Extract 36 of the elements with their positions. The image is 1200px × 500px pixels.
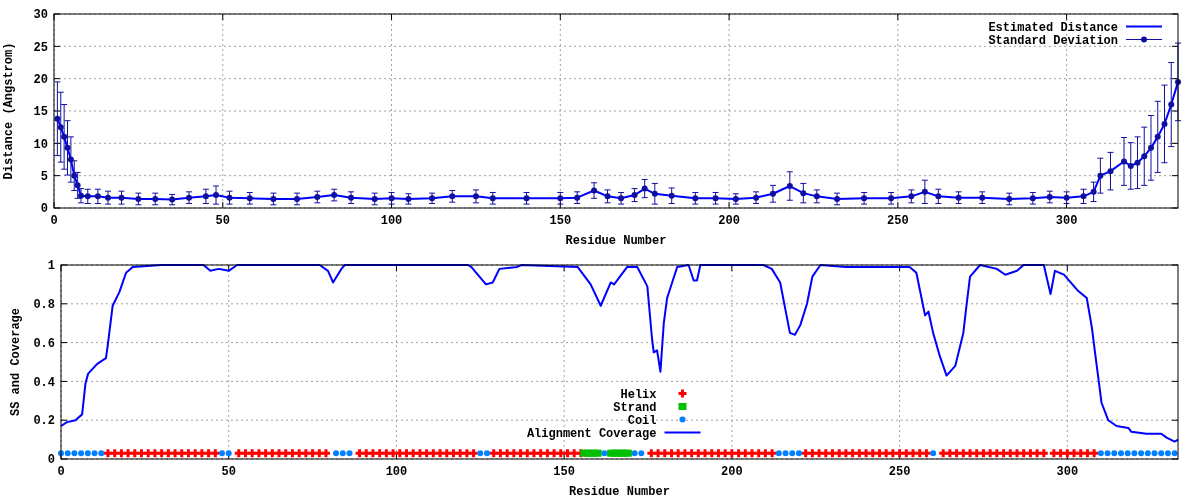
legend-label: Coil — [627, 413, 657, 428]
legend-label: Strand — [613, 400, 657, 415]
x-axis-title: Residue Number — [565, 234, 667, 248]
y-tick-label: 25 — [33, 40, 48, 55]
y-axis-title: SS and Coverage — [9, 307, 23, 417]
y-tick-label: 1 — [47, 259, 55, 274]
y-tick-label: 20 — [33, 72, 48, 87]
legend-label: Alignment Coverage — [526, 426, 657, 441]
x-tick-label: 50 — [221, 465, 236, 479]
x-tick-label: 300 — [1055, 214, 1078, 228]
y-tick-label: 0 — [40, 202, 48, 217]
x-tick-label: 100 — [380, 214, 403, 228]
y-tick-label: 0.8 — [33, 298, 55, 312]
x-axis-title: Residue Number — [569, 485, 670, 499]
y-tick-label: 15 — [33, 105, 48, 120]
legend-label: Estimated Distance — [988, 20, 1118, 35]
y-tick-label: 30 — [33, 8, 48, 23]
y-tick-label: 5 — [40, 169, 48, 184]
x-tick-label: 200 — [718, 214, 740, 228]
x-tick-label: 100 — [385, 465, 408, 479]
y-axis-title: Distance (Angstrom) — [2, 42, 16, 180]
x-tick-label: 0 — [57, 465, 65, 479]
y-tick-label: 0.4 — [33, 375, 55, 390]
x-tick-label: 50 — [215, 214, 230, 228]
x-tick-label: 300 — [1056, 465, 1079, 479]
x-tick-label: 200 — [721, 465, 743, 479]
x-tick-label: 150 — [553, 465, 575, 479]
x-tick-label: 250 — [887, 214, 909, 228]
y-tick-label: 0.6 — [33, 336, 55, 351]
y-tick-label: 0 — [47, 453, 55, 468]
x-tick-label: 150 — [549, 214, 572, 228]
y-tick-label: 10 — [33, 137, 48, 152]
y-tick-label: 0.2 — [33, 414, 55, 429]
legend-label: Standard Deviation — [988, 33, 1118, 48]
legend-label: Helix — [620, 387, 657, 402]
x-tick-label: 250 — [888, 465, 911, 479]
